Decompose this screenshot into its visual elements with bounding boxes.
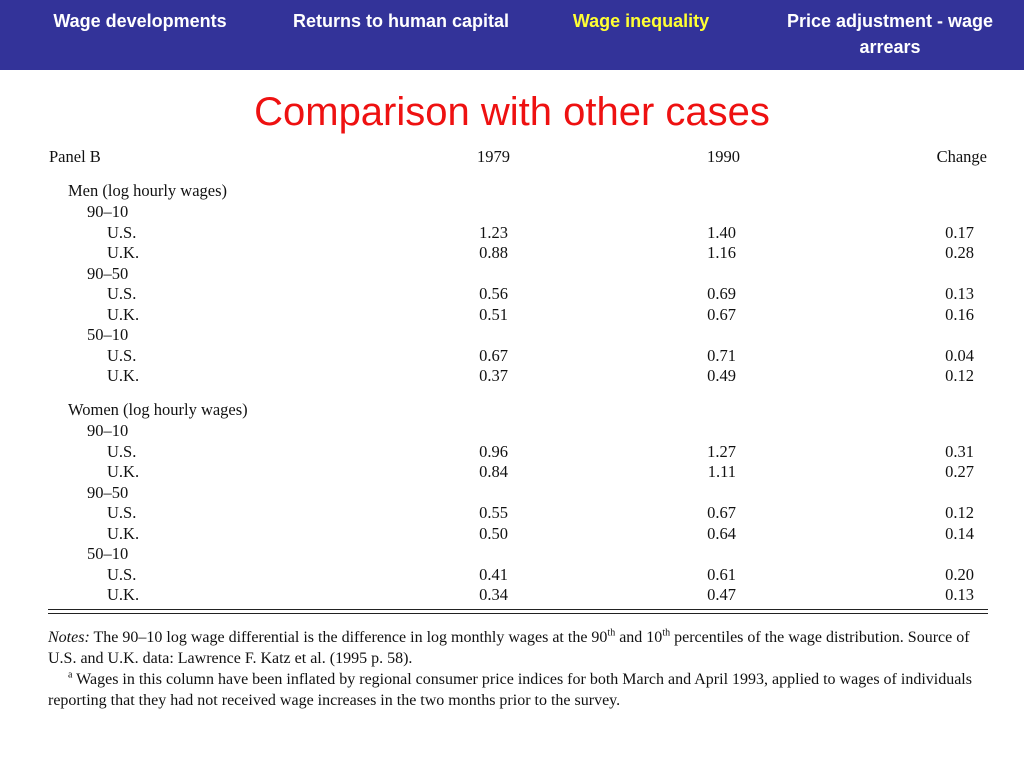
column-header-1979: 1979 [477,147,510,166]
value-change: 0.31 [945,441,974,461]
country-label: U.S. [107,284,137,303]
value-1979: 0.84 [479,462,508,481]
group-label: 50–10 [87,325,129,344]
value-change: 0.04 [945,345,974,365]
country-label: U.K. [107,462,140,481]
value-change: 0.12 [945,503,974,522]
notes-paragraph: Notes: The 90–10 log wage differential i… [48,627,993,669]
nav-item-wage-inequality[interactable]: Wage inequality [572,11,710,31]
value-change: 0.14 [945,523,974,543]
value-1979: 0.34 [479,585,508,604]
value-1979: 0.55 [479,503,508,522]
value-1979: 1.23 [479,222,508,242]
footnote-text: Wages in this column have been inflated … [48,671,972,709]
value-change: 0.12 [945,366,974,385]
value-1990: 0.71 [707,345,736,365]
value-1979: 0.56 [479,284,508,303]
value-1990: 1.27 [707,441,736,461]
column-header-1990: 1990 [707,147,740,166]
nav-item-returns-to-human-capital[interactable]: Returns to human capital [292,11,510,31]
group-label: 90–10 [87,421,129,440]
group-label: 90–50 [87,482,129,502]
notes-sup-1: th [607,627,616,639]
country-label: U.K. [107,243,140,262]
section-heading-men: Men (log hourly wages) [68,181,228,200]
notes-text-a: The 90–10 log wage differential is the d… [89,629,608,646]
nav-item-price-adjustment[interactable]: Price adjustment - wage arrears [786,11,994,57]
value-1990: 0.67 [707,304,736,324]
value-1990: 0.69 [707,284,736,303]
value-1990: 1.16 [707,243,736,262]
column-header-change: Change [936,147,987,166]
country-label: U.S. [107,441,137,461]
section-heading-women: Women (log hourly wages) [68,400,248,419]
country-label: U.K. [107,523,140,543]
group-label: 90–50 [87,263,129,283]
notes-text-b: and 10 [615,629,663,646]
value-1990: 0.67 [707,503,736,522]
footnote-paragraph: a Wages in this column have been inflate… [48,669,993,711]
value-change: 0.27 [945,462,974,481]
table-bottom-rule-double [48,613,988,614]
nav-item-wage-developments[interactable]: Wage developments [53,11,227,31]
value-1979: 0.51 [479,304,508,324]
footnote-marker: a [68,669,73,681]
value-1979: 0.67 [479,345,508,365]
value-1990: 0.64 [707,523,736,543]
country-label: U.S. [107,503,137,522]
table-notes: Notes: The 90–10 log wage differential i… [48,627,993,711]
value-change: 0.20 [945,564,974,584]
value-1979: 0.50 [479,523,508,543]
value-1979: 0.41 [479,564,508,584]
value-change: 0.16 [945,304,974,324]
country-label: U.S. [107,222,137,242]
notes-text-c: percentiles of the wage distribution. So… [48,629,970,667]
value-1990: 0.61 [707,564,736,584]
value-1979: 0.37 [479,366,508,385]
slide-title: Comparison with other cases [254,90,770,134]
table-bottom-rule [48,609,988,610]
value-change: 0.13 [945,284,974,303]
top-navigation-bar: Wage developments Returns to human capit… [0,0,1024,70]
country-label: U.S. [107,564,137,584]
value-1990: 0.47 [707,585,736,604]
value-1979: 0.88 [479,243,508,262]
value-change: 0.28 [945,243,974,262]
group-label: 90–10 [87,202,129,221]
country-label: U.K. [107,585,140,604]
value-change: 0.13 [945,585,974,604]
notes-label: Notes: [48,629,90,646]
country-label: U.K. [107,366,140,385]
country-label: U.K. [107,304,140,324]
country-label: U.S. [107,345,137,365]
value-1990: 0.49 [707,366,736,385]
value-1990: 1.40 [707,222,736,242]
value-1990: 1.11 [707,462,736,481]
panel-label: Panel B [49,147,101,166]
value-change: 0.17 [945,222,974,242]
value-1979: 0.96 [479,441,508,461]
group-label: 50–10 [87,544,129,563]
notes-sup-2: th [662,627,671,639]
